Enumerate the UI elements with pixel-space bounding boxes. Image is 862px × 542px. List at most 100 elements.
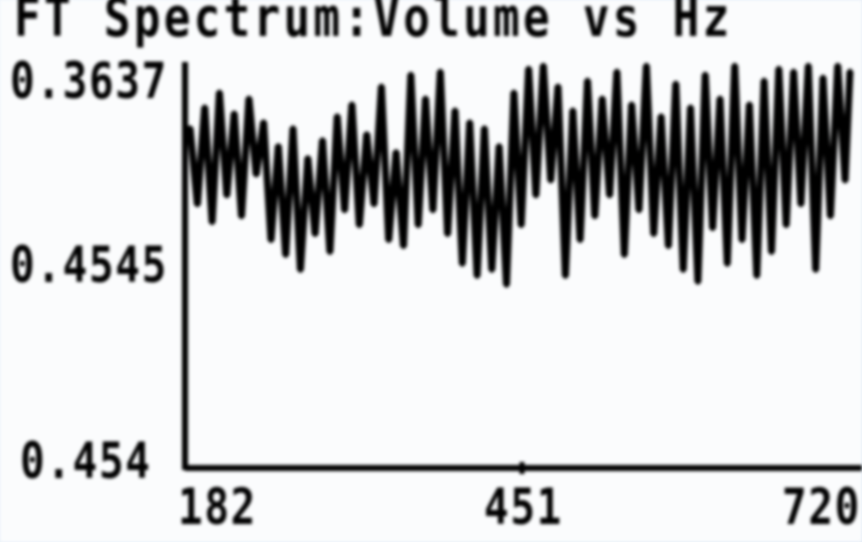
data-point [629, 101, 634, 106]
data-point [305, 155, 310, 160]
data-point [614, 68, 619, 73]
data-point [556, 83, 560, 88]
data-point [239, 215, 244, 219]
data-point [232, 110, 237, 115]
data-point [489, 268, 494, 273]
data-point [570, 107, 575, 112]
data-point [710, 226, 715, 231]
data-point [298, 268, 303, 273]
data-point [695, 280, 700, 285]
data-point [283, 253, 288, 258]
data-point [519, 223, 524, 228]
data-point [592, 215, 597, 219]
data-point [335, 113, 340, 118]
data-point [202, 104, 207, 109]
data-point [394, 149, 399, 154]
data-point [725, 262, 730, 267]
data-point [769, 250, 774, 255]
data-point [261, 119, 266, 124]
data-point [607, 194, 612, 199]
data-point [754, 274, 759, 279]
data-point [224, 194, 229, 199]
data-point [357, 223, 362, 228]
data-point [504, 283, 509, 288]
data-point [372, 203, 376, 207]
data-point [791, 68, 796, 73]
data-point [445, 232, 450, 237]
data-point [291, 125, 295, 130]
data-point [188, 125, 192, 130]
data-point [313, 232, 318, 237]
data-point [798, 203, 803, 207]
data-point [511, 89, 516, 94]
data-point [548, 179, 553, 184]
data-point [813, 268, 818, 273]
data-point [533, 194, 538, 199]
chart-title: FT Spectrum:Volume vs Hz [14, 0, 733, 49]
data-point [740, 238, 744, 243]
data-point [688, 104, 693, 109]
data-point [217, 89, 222, 94]
series-line [186, 64, 854, 286]
data-point [460, 262, 465, 267]
y-tick-label-top: 0.3637 [10, 52, 168, 110]
y-tick-label-bottom: 0.454 [20, 432, 152, 490]
data-point [386, 238, 391, 243]
data-point [673, 80, 678, 85]
data-point [585, 77, 590, 82]
data-point [467, 119, 472, 124]
data-point [423, 95, 428, 100]
data-point [762, 77, 767, 82]
x-tick-label-mid: 451 [484, 478, 563, 536]
data-point [578, 238, 583, 243]
data-point [254, 173, 259, 178]
data-point [681, 268, 686, 273]
data-point [784, 223, 789, 228]
data-point [475, 274, 480, 279]
data-point [482, 125, 487, 130]
data-point [600, 95, 605, 100]
data-point [195, 203, 200, 207]
data-point [430, 209, 435, 213]
data-point [276, 143, 281, 148]
data-point [848, 68, 852, 73]
data-point [342, 209, 347, 213]
data-point [416, 223, 421, 228]
data-point [651, 232, 656, 237]
data-point [327, 250, 332, 255]
data-point [666, 244, 671, 249]
series-group [186, 63, 854, 288]
data-point [821, 74, 825, 79]
y-tick-label-mid: 0.4545 [10, 236, 168, 294]
x-tick-label-right: 720 [782, 478, 861, 536]
data-point [828, 215, 833, 219]
data-point [747, 101, 752, 106]
x-tick-label-left: 182 [178, 478, 257, 536]
data-point [408, 71, 413, 76]
data-point [644, 63, 649, 67]
data-point [349, 101, 354, 106]
data-point [364, 131, 369, 136]
data-point [732, 63, 737, 67]
data-point [453, 107, 457, 112]
data-point [703, 71, 708, 76]
data-point [835, 63, 840, 67]
data-point [806, 63, 811, 67]
data-point [843, 179, 848, 184]
data-point [320, 137, 325, 142]
data-point [563, 274, 568, 279]
data-point [718, 95, 722, 100]
data-point [401, 244, 406, 249]
data-point [379, 83, 384, 88]
data-point [210, 220, 215, 225]
data-point [246, 95, 251, 100]
data-point [497, 143, 502, 148]
data-point [269, 238, 273, 243]
data-point [526, 66, 531, 70]
data-point [776, 66, 781, 70]
data-point [541, 63, 546, 67]
data-point [622, 253, 627, 258]
data-point [637, 209, 641, 213]
